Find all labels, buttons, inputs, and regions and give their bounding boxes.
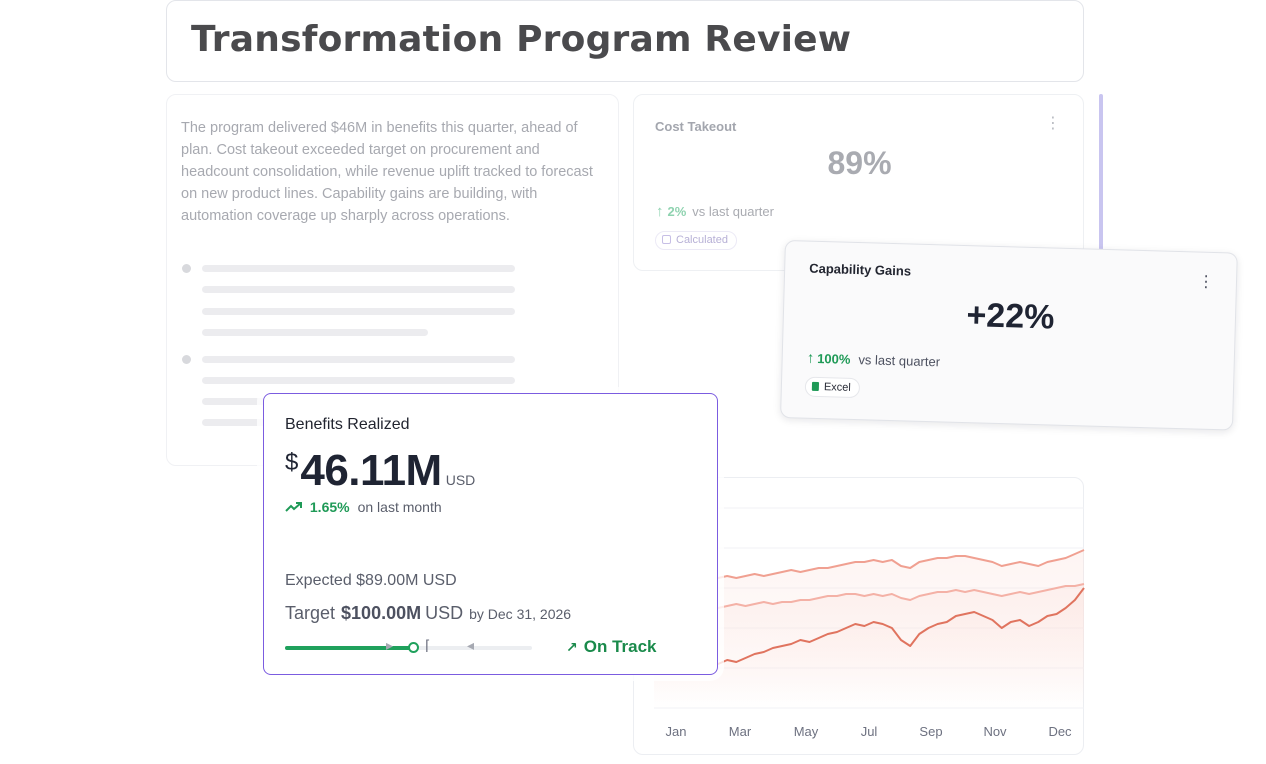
placeholder-line (202, 356, 515, 363)
capability-gains-title: Capability Gains (809, 260, 912, 279)
capability-gains-value: +22% (965, 296, 1055, 337)
x-tick-label: Jul (861, 724, 878, 739)
cost-takeout-title: Cost Takeout (655, 119, 737, 134)
x-tick-label: May (794, 724, 819, 739)
status-label: On Track (583, 637, 657, 656)
excel-file-icon (811, 381, 820, 392)
cost-takeout-value: 89% (827, 145, 892, 181)
status-badge: ↗ On Track (566, 637, 657, 657)
scroll-accent-bar (1099, 94, 1103, 270)
marker-icon: ◂ (467, 637, 475, 653)
placeholder-line (202, 308, 515, 315)
benefits-realized-card[interactable]: Benefits Realized $46.11M USD 1.65% on las… (263, 393, 718, 675)
target-label: Target (285, 603, 336, 623)
calculator-icon (662, 235, 671, 244)
target-date: by Dec 31, 2026 (469, 606, 572, 622)
delta-suffix: vs last quarter (858, 352, 941, 370)
page-title: Transformation Program Review (191, 19, 852, 60)
x-tick-label: Sep (919, 724, 942, 739)
delta-suffix: vs last quarter (692, 204, 774, 219)
bullet-dot (182, 355, 191, 364)
x-tick-label: Nov (983, 724, 1007, 739)
capability-gains-card: Capability Gains ⋮ +22% ↑ 100% vs last qua… (780, 240, 1238, 431)
x-tick-label: Jan (666, 724, 687, 739)
x-tick-label: Dec (1048, 724, 1072, 739)
capability-gains-delta: ↑ 100% vs last quarter (806, 350, 940, 371)
arrow-up-right-icon: ↗ (566, 639, 578, 655)
trend-chart: Jan Mar May Jul Sep Nov Dec (653, 507, 1085, 739)
delta-percent: 1.65% (309, 499, 350, 515)
bullet-dot (182, 264, 191, 273)
source-badge-label: Excel (823, 381, 851, 394)
marker-icon: ⌈ (425, 637, 431, 653)
delta-suffix: on last month (357, 499, 442, 515)
series-area (654, 588, 1084, 708)
benefits-unit: USD (445, 472, 476, 488)
progress-fill (285, 646, 413, 650)
placeholder-line (202, 286, 515, 293)
target-amount: $100.00M (341, 603, 422, 623)
expected-value: Expected $89.00M USD (285, 572, 457, 589)
more-vertical-icon[interactable]: ⋮ (1045, 115, 1061, 132)
arrow-up-icon: ↑ (656, 203, 664, 220)
summary-text: The program delivered $46M in benefits t… (181, 120, 593, 224)
source-badge[interactable]: Excel (804, 376, 861, 399)
benefits-title: Benefits Realized (285, 416, 410, 433)
progress-knob[interactable] (408, 642, 420, 653)
benefits-delta: 1.65% on last month (285, 499, 442, 515)
benefits-value: $46.11M USD (285, 446, 475, 496)
summary-card: The program delivered $46M in benefits t… (166, 94, 619, 466)
series-line (653, 587, 1085, 673)
placeholder-line (202, 377, 515, 384)
marker-icon: ▸ (386, 637, 394, 653)
series-line (653, 549, 1085, 583)
more-vertical-icon[interactable]: ⋮ (1197, 273, 1215, 291)
trending-up-icon (285, 499, 307, 515)
progress-bar: ▸ ⌈ ◂ (285, 637, 532, 653)
source-badge-label: Calculated (676, 234, 728, 246)
placeholder-line (202, 329, 428, 336)
title-card: Transformation Program Review (166, 0, 1084, 82)
placeholder-line (202, 265, 515, 272)
target-value: Target $100.00M USD by Dec 31, 2026 (285, 603, 571, 624)
arrow-up-icon: ↑ (806, 349, 815, 367)
delta-percent: 100% (816, 350, 851, 367)
delta-percent: 2% (667, 204, 687, 219)
benefits-amount: 46.11M (300, 446, 442, 495)
currency-symbol: $ (285, 449, 299, 476)
cost-takeout-delta: ↑ 2% vs last quarter (656, 203, 774, 220)
source-badge[interactable]: Calculated (655, 231, 737, 250)
series-line (653, 583, 1085, 611)
x-tick-label: Mar (729, 724, 752, 739)
target-currency: USD (425, 603, 464, 623)
